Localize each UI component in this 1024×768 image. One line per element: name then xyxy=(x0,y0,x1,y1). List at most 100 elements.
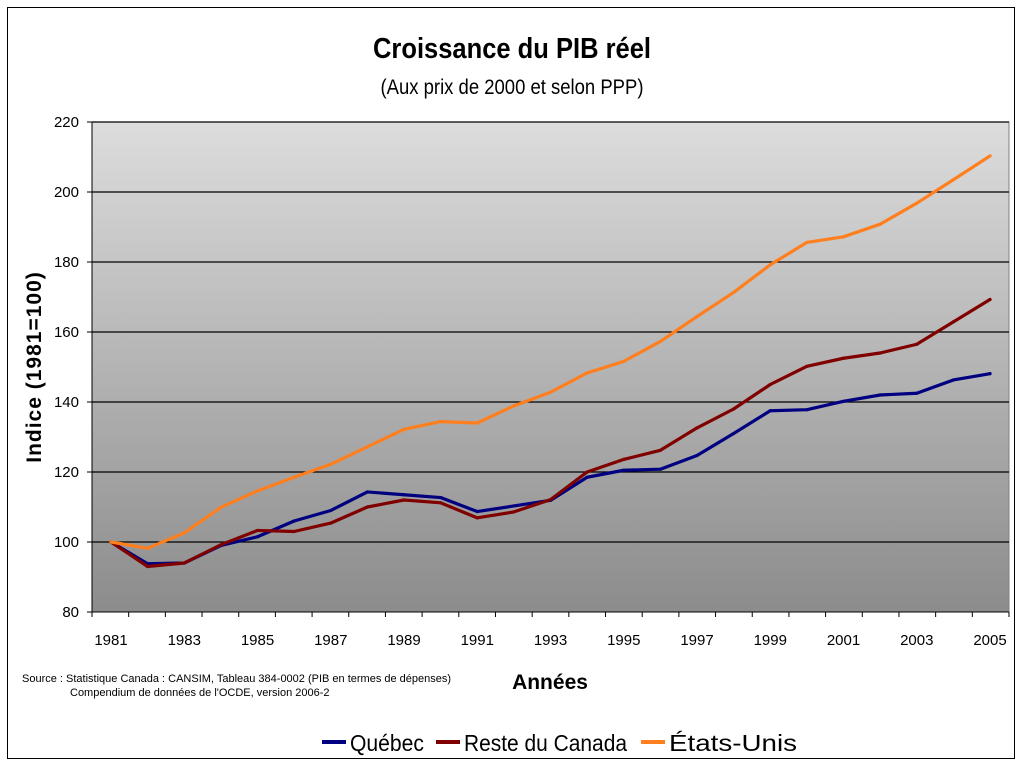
x-tick-label: 1993 xyxy=(534,632,567,649)
y-tick-label: 80 xyxy=(62,604,79,621)
data-point-quebec xyxy=(622,468,626,472)
data-point-reste-du-canada xyxy=(732,407,736,411)
data-point-etats-unis xyxy=(512,404,516,408)
data-point-quebec xyxy=(878,393,882,397)
data-point-quebec xyxy=(402,493,406,497)
data-point-quebec xyxy=(695,453,699,458)
data-point-quebec xyxy=(365,490,369,494)
data-point-quebec xyxy=(768,409,772,413)
data-point-reste-du-canada xyxy=(512,510,516,514)
data-point-etats-unis xyxy=(805,240,809,244)
data-point-quebec xyxy=(658,467,662,471)
data-point-reste-du-canada xyxy=(768,382,772,387)
data-point-reste-du-canada xyxy=(951,320,955,324)
data-point-quebec xyxy=(915,391,919,395)
legend: Québec Reste du Canada États-Unis xyxy=(322,730,797,756)
data-point-quebec xyxy=(585,475,589,479)
data-point-reste-du-canada xyxy=(292,529,296,534)
x-tick-label: 1983 xyxy=(168,632,201,649)
data-point-quebec xyxy=(329,508,333,513)
y-tick-label: 180 xyxy=(54,254,79,271)
data-point-reste-du-canada xyxy=(658,448,662,452)
data-point-reste-du-canada xyxy=(988,297,992,302)
data-point-etats-unis xyxy=(329,462,333,466)
x-tick-label: 2001 xyxy=(827,632,860,649)
data-point-quebec xyxy=(439,495,443,500)
data-point-etats-unis xyxy=(988,154,992,158)
data-point-etats-unis xyxy=(768,263,772,267)
x-tick-label: 1987 xyxy=(314,632,347,649)
x-axis-label: Années xyxy=(512,671,588,694)
data-point-quebec xyxy=(988,372,992,376)
data-point-etats-unis xyxy=(292,475,296,479)
data-point-etats-unis xyxy=(658,339,662,344)
data-point-etats-unis xyxy=(732,290,736,295)
data-point-etats-unis xyxy=(878,222,882,226)
series-etats-unis xyxy=(109,154,992,550)
legend-label: Reste du Canada xyxy=(464,730,627,756)
data-point-reste-du-canada xyxy=(329,521,333,525)
data-point-etats-unis xyxy=(548,390,553,394)
data-point-etats-unis xyxy=(182,531,186,535)
y-axis-label: Indice (1981=100) xyxy=(23,271,46,463)
x-tick-label: 1999 xyxy=(754,632,787,649)
data-point-reste-du-canada xyxy=(878,351,882,355)
data-point-etats-unis xyxy=(475,421,479,425)
chart-frame xyxy=(7,7,1015,759)
data-point-reste-du-canada xyxy=(915,342,919,346)
data-point-reste-du-canada xyxy=(146,564,150,569)
data-point-reste-du-canada xyxy=(622,457,626,461)
data-point-etats-unis xyxy=(439,420,443,424)
data-point-reste-du-canada xyxy=(402,498,406,502)
data-point-etats-unis xyxy=(255,489,260,493)
data-point-reste-du-canada xyxy=(219,543,223,547)
data-point-reste-du-canada xyxy=(841,356,846,360)
data-point-etats-unis xyxy=(402,427,406,431)
legend-label: États-Unis xyxy=(669,730,797,756)
data-point-reste-du-canada xyxy=(182,561,186,565)
x-tick-label: 1985 xyxy=(241,632,274,649)
source-line-2: Compendium de données de l'OCDE, version… xyxy=(70,687,330,699)
source-note: Source : Statistique Canada : CANSIM, Ta… xyxy=(22,672,451,700)
data-point-etats-unis xyxy=(915,201,919,205)
data-point-etats-unis xyxy=(695,315,699,319)
data-point-etats-unis xyxy=(146,546,150,550)
x-tick-label: 2003 xyxy=(900,632,933,649)
series-layer xyxy=(109,154,992,569)
data-point-etats-unis xyxy=(951,178,955,182)
data-point-reste-du-canada xyxy=(548,498,553,502)
y-tick-label: 100 xyxy=(54,534,79,551)
data-point-reste-du-canada xyxy=(365,505,369,509)
data-point-quebec xyxy=(951,378,955,382)
data-point-reste-du-canada xyxy=(475,516,479,520)
data-point-etats-unis xyxy=(585,371,589,375)
data-point-reste-du-canada xyxy=(805,364,809,368)
series-reste-du-canada xyxy=(109,297,992,569)
x-tick-label: 1981 xyxy=(94,632,127,649)
y-tick-label: 120 xyxy=(54,464,79,481)
y-tick-label: 160 xyxy=(54,324,79,341)
data-point-etats-unis xyxy=(109,540,113,544)
gridlines xyxy=(92,121,1009,543)
x-tick-label: 2005 xyxy=(973,632,1006,649)
x-tick-label: 1989 xyxy=(387,632,420,649)
chart-subtitle: (Aux prix de 2000 et selon PPP) xyxy=(380,76,644,99)
data-point-quebec xyxy=(255,535,260,539)
chart-title: Croissance du PIB réel xyxy=(373,33,651,65)
data-point-quebec xyxy=(805,408,809,412)
data-point-etats-unis xyxy=(365,445,369,449)
source-line-1: Source : Statistique Canada : CANSIM, Ta… xyxy=(22,673,452,685)
x-tick-label: 1995 xyxy=(607,632,640,649)
legend-label: Québec xyxy=(350,730,424,756)
data-point-quebec xyxy=(512,504,516,508)
y-tick-labels: 80 100 120 140 160 180 200 220 xyxy=(54,114,79,621)
plot-area xyxy=(91,121,1010,613)
data-point-reste-du-canada xyxy=(439,501,443,505)
data-point-etats-unis xyxy=(219,505,223,509)
data-point-quebec xyxy=(841,399,846,403)
data-point-quebec xyxy=(732,431,736,436)
y-tick-label: 140 xyxy=(54,394,79,411)
y-tick-label: 200 xyxy=(54,184,79,201)
data-point-reste-du-canada xyxy=(695,426,699,430)
